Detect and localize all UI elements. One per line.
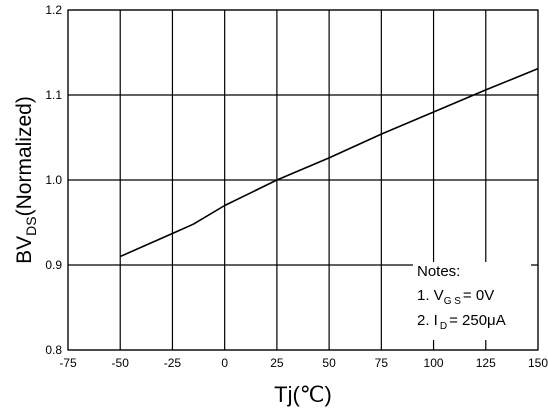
note-2-sub: D — [440, 321, 447, 332]
series-layer — [119, 67, 539, 258]
note-1: 1. VG S = 0V — [417, 287, 494, 307]
notes-background — [413, 262, 531, 340]
x-tick-label: -50 — [112, 356, 130, 370]
y-tick-label: 0.8 — [45, 343, 62, 357]
x-tick-label: 100 — [424, 356, 444, 370]
x-tick-labels: -75 -50 -25 0 25 50 75 100 125 150 — [59, 356, 548, 370]
y-tick-label: 1.1 — [45, 88, 62, 102]
y-tick-label: 1.0 — [45, 173, 62, 187]
note-2-suffix: = 250μA — [449, 312, 506, 329]
note-1-prefix: 1. V — [417, 287, 444, 304]
y-axis-title-main: BV — [13, 236, 36, 264]
x-tick-label: 0 — [221, 356, 228, 370]
y-tick-labels: 0.8 0.9 1.0 1.1 1.2 — [45, 3, 62, 357]
bvds-curve — [119, 67, 539, 258]
plot-frame — [67, 9, 539, 351]
y-tick-label: 0.9 — [45, 258, 62, 272]
y-axis-title: BVDS(Normalized) — [13, 96, 39, 264]
notes-heading: Notes: — [417, 263, 460, 280]
x-tick-label: 125 — [476, 356, 496, 370]
x-tick-label: 50 — [322, 356, 336, 370]
y-tick-label: 1.2 — [45, 3, 62, 17]
x-tick-label: 150 — [528, 356, 548, 370]
x-axis-title: Tj(℃) — [274, 382, 332, 407]
note-2: 2. I D = 250μA — [417, 312, 506, 332]
y-axis-title-sub: DS — [23, 216, 39, 235]
y-axis-title-rest: (Normalized) — [13, 96, 36, 216]
note-2-prefix: 2. I — [417, 312, 438, 329]
note-1-sub: G S — [444, 296, 462, 307]
x-tick-label: -75 — [59, 356, 77, 370]
x-tick-label: 25 — [270, 356, 284, 370]
x-tick-label: 75 — [375, 356, 389, 370]
x-tick-label: -25 — [164, 356, 182, 370]
note-1-suffix: = 0V — [463, 287, 494, 304]
